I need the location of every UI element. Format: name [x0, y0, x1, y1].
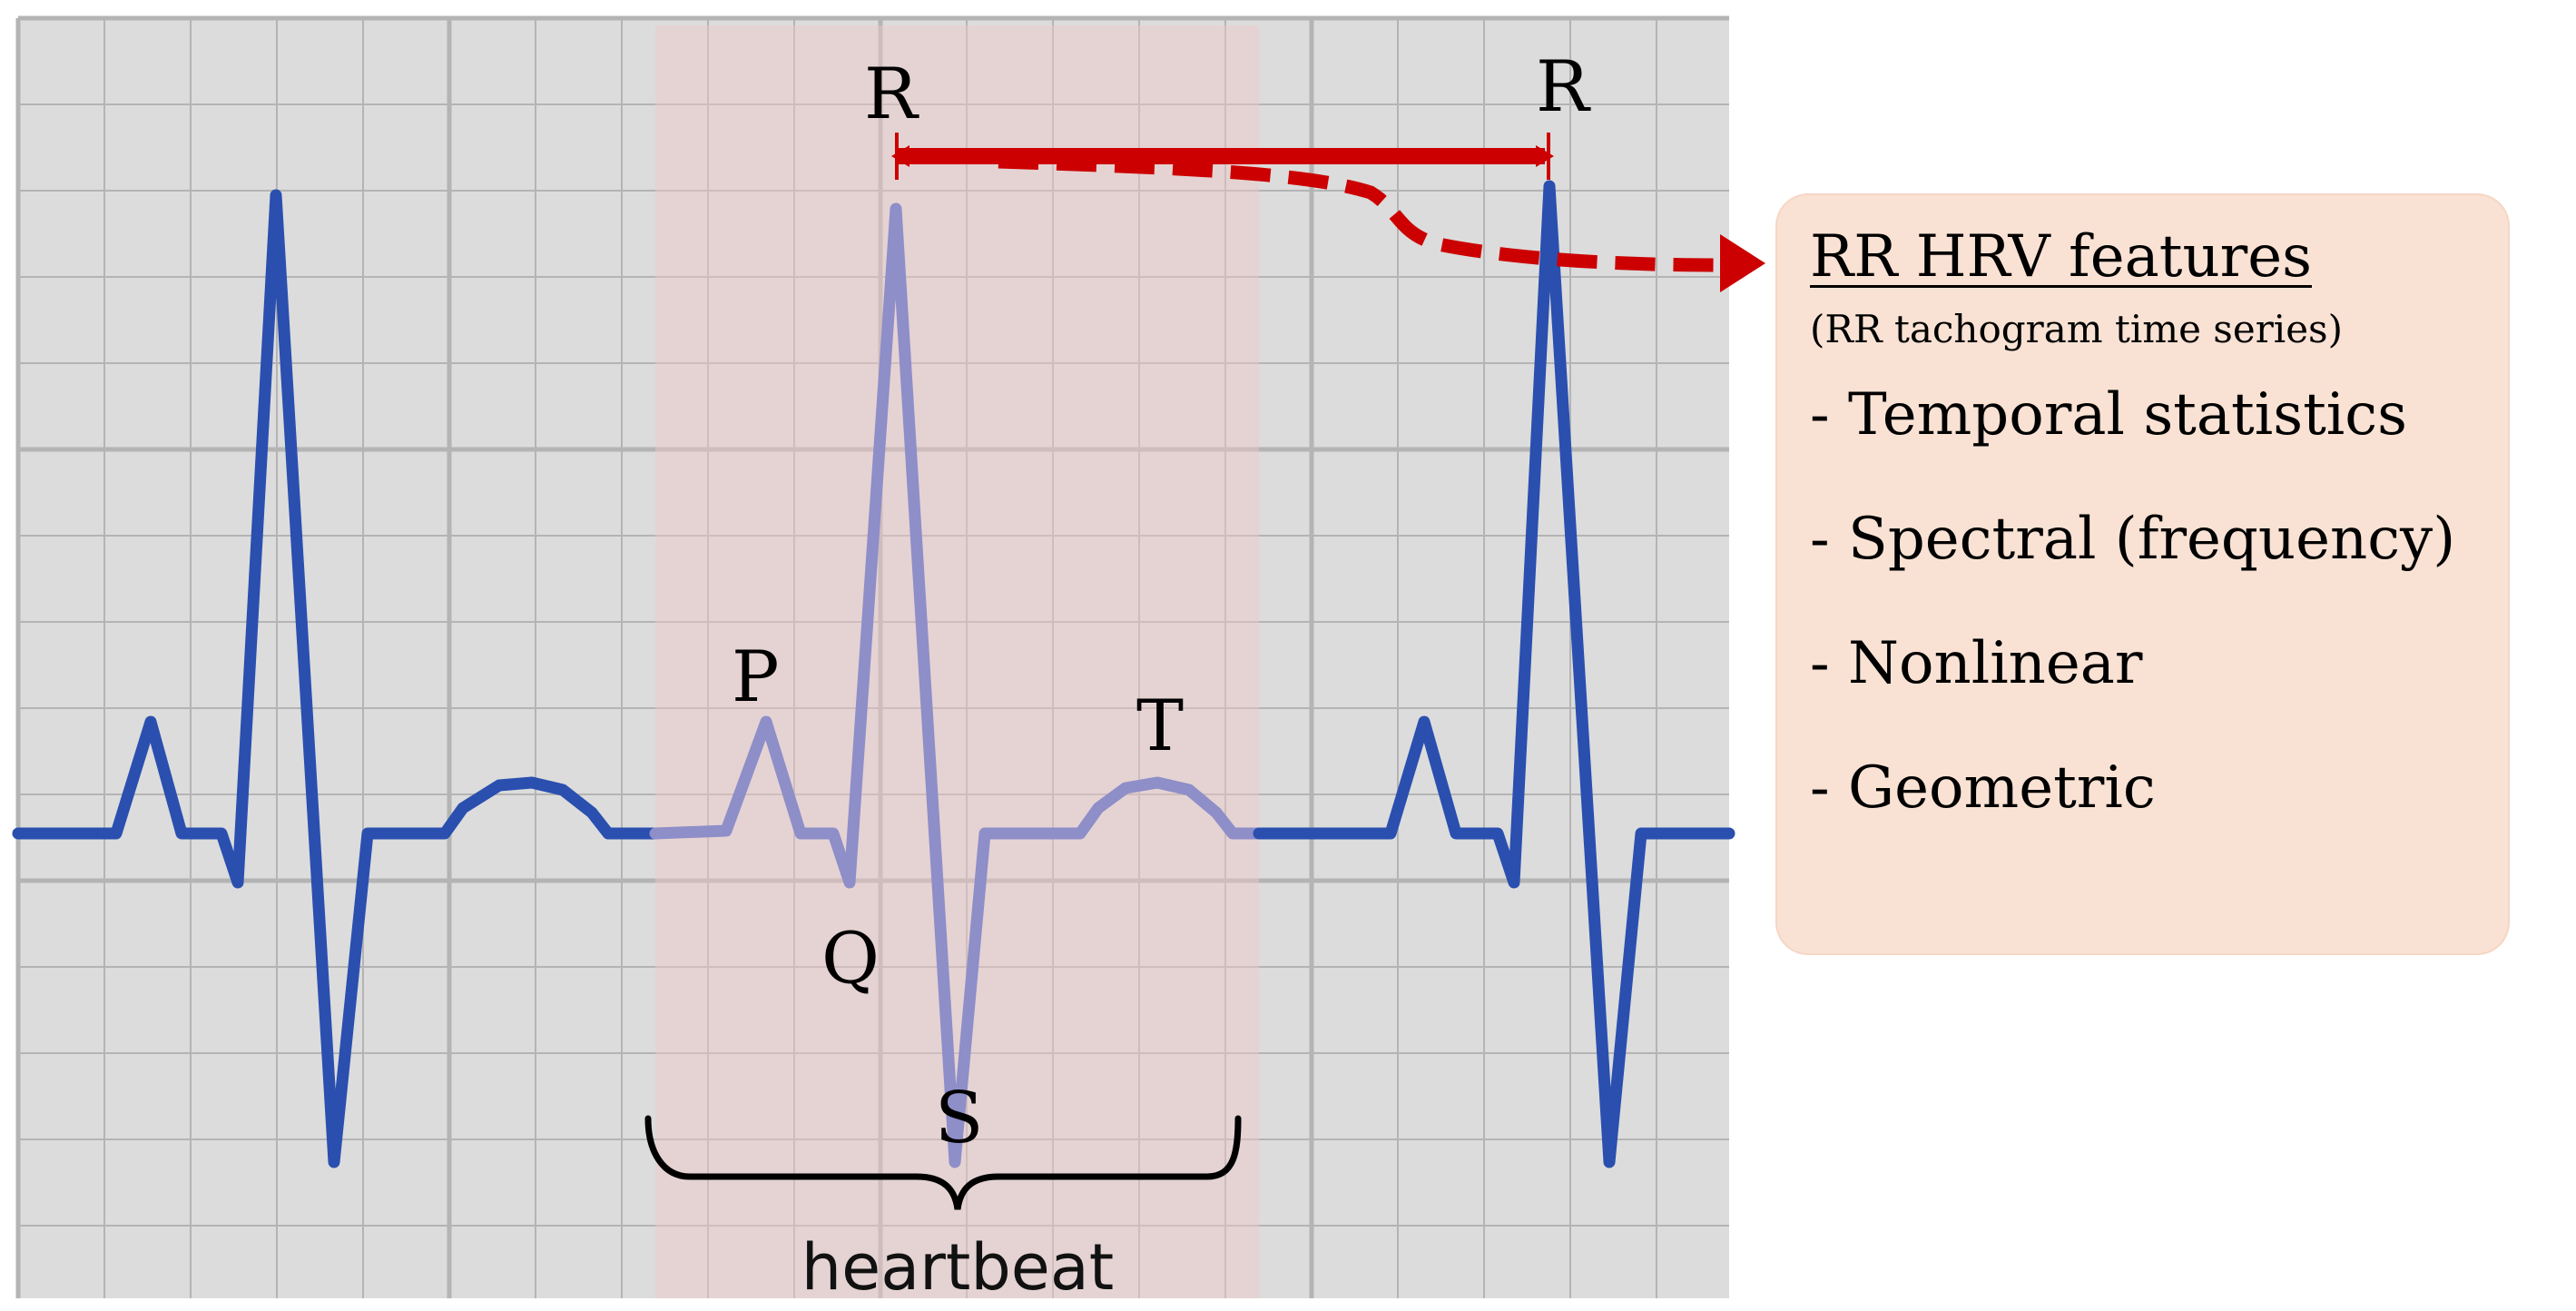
ecg-trace-heartbeat [649, 202, 1265, 1168]
feature-item-nonlinear: - Nonlinear [1810, 629, 2143, 697]
ecg-trace-right [1253, 180, 1735, 1168]
r-peak-label-right: R [1536, 46, 1591, 128]
feature-item-temporal: - Temporal statistics [1810, 380, 2407, 448]
p-wave-label: P [732, 636, 779, 718]
r-peak-label-left: R [864, 54, 919, 135]
ecg-trace-left [12, 189, 662, 1168]
dashed-arrow-head [1720, 234, 1765, 292]
feature-box-subtitle: (RR tachogram time series) [1810, 306, 2343, 351]
q-wave-label: Q [821, 918, 880, 1000]
feature-list: - Temporal statistics - Spectral (freque… [1810, 386, 2508, 883]
feature-item-spectral: - Spectral (frequency) [1810, 505, 2456, 573]
heartbeat-brace [644, 1115, 1242, 1210]
feature-box-title: RR HRV features [1810, 223, 2312, 291]
heartbeat-label: heartbeat [801, 1230, 1114, 1305]
hrv-features-box: RR HRV features (RR tachogram time serie… [1777, 195, 2508, 953]
ecg-grid-lines [15, 15, 1729, 1298]
s-wave-label: S [935, 1078, 983, 1159]
rr-to-features-dashed-arrow [998, 154, 1721, 272]
feature-item-geometric: - Geometric [1810, 754, 2156, 822]
t-wave-label: T [1136, 685, 1184, 767]
